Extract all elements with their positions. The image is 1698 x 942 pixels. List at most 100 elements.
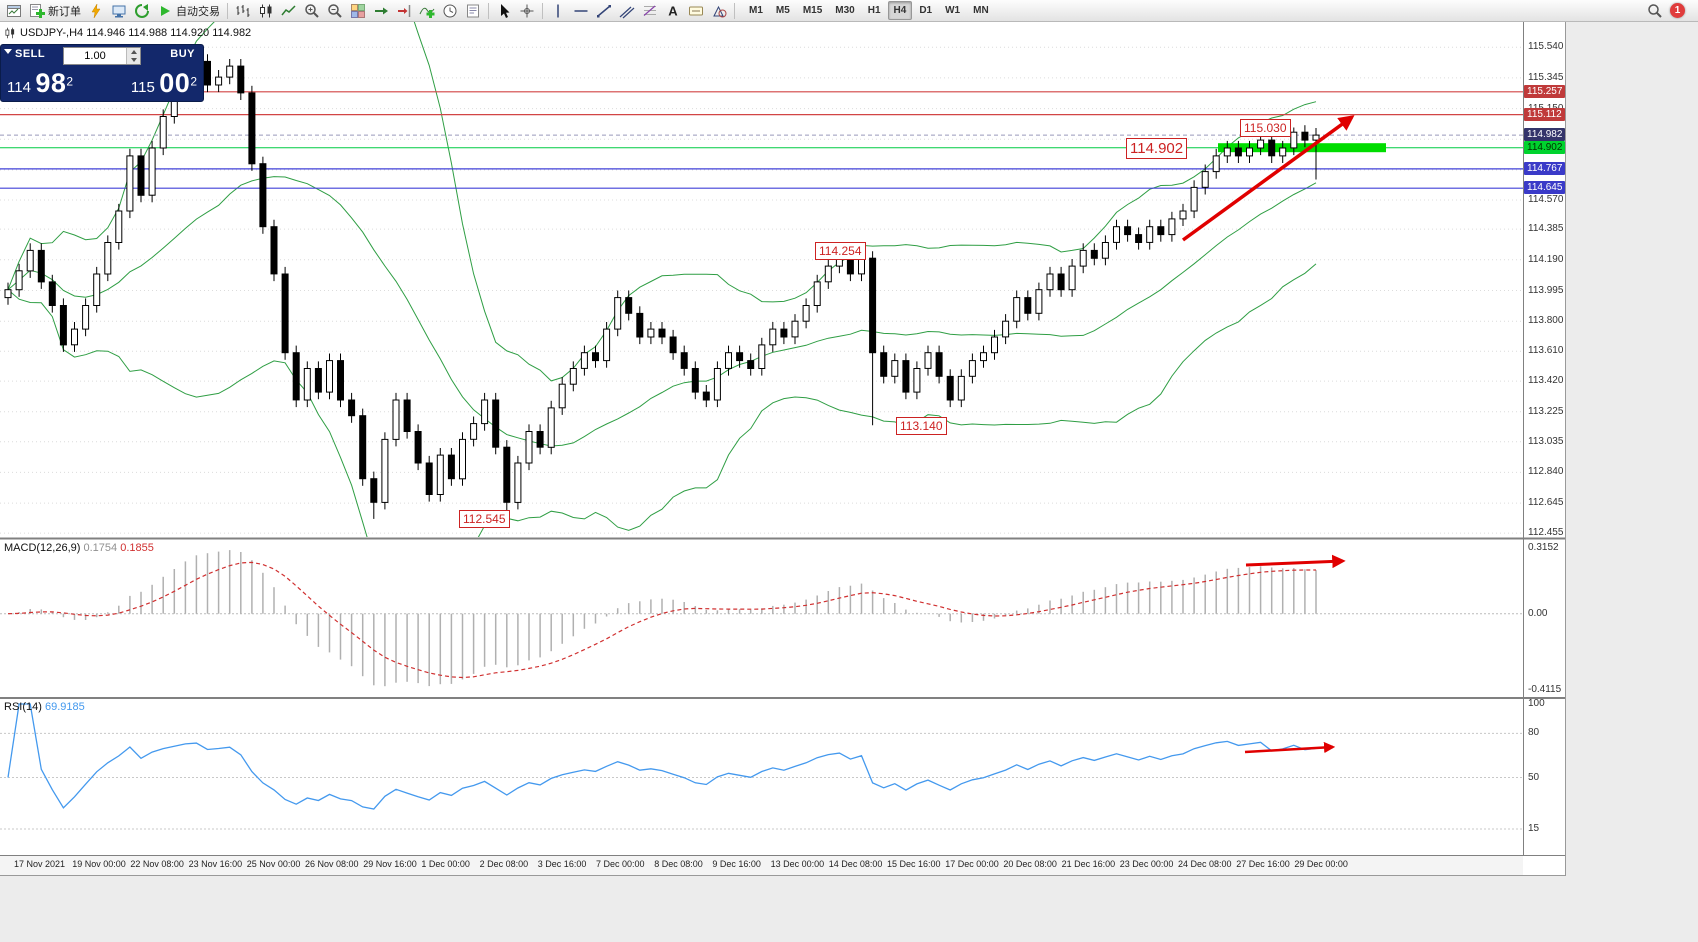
buy-price: 115 002 <box>130 68 197 98</box>
channel-icon[interactable] <box>616 1 638 20</box>
volume-up-button[interactable] <box>127 48 140 56</box>
timeframe-d1[interactable]: D1 <box>919 5 933 16</box>
time-label: 13 Dec 00:00 <box>770 859 825 869</box>
price-tick: 114.570 <box>1528 193 1564 205</box>
fibonacci-icon[interactable] <box>639 1 661 20</box>
tile-windows-icon[interactable] <box>347 1 369 20</box>
time-label: 20 Dec 08:00 <box>1003 859 1057 869</box>
timeframe-m5[interactable]: M5 <box>775 5 790 16</box>
macd-axis-max: 0.3152 <box>1528 542 1559 553</box>
zoom-out-button[interactable] <box>324 1 346 20</box>
notification-badge[interactable]: 1 <box>1670 3 1685 18</box>
line-chart-mode-icon[interactable] <box>278 1 300 20</box>
time-label: 3 Dec 16:00 <box>537 859 587 869</box>
trade-panel-menu-icon[interactable] <box>4 49 12 54</box>
price-tick: 113.995 <box>1528 284 1564 296</box>
time-label: 15 Dec 16:00 <box>887 859 941 869</box>
time-label: 24 Dec 08:00 <box>1178 859 1232 869</box>
vertical-line-icon[interactable] <box>547 1 569 20</box>
svg-text:A: A <box>668 3 678 18</box>
time-label: 26 Nov 08:00 <box>305 859 359 869</box>
expert-advisors-icon[interactable] <box>85 1 107 20</box>
macd-main-value: 0.1754 <box>83 542 118 554</box>
toolbar-separator <box>227 2 228 19</box>
shapes-icon[interactable] <box>708 1 730 20</box>
timeframe-mn[interactable]: MN <box>973 5 989 16</box>
price-badge: 115.112 <box>1524 107 1565 121</box>
zoom-in-button[interactable] <box>301 1 323 20</box>
time-label: 23 Dec 00:00 <box>1119 859 1174 869</box>
chart-shift-icon[interactable] <box>393 1 415 20</box>
time-label: 7 Dec 00:00 <box>596 859 645 869</box>
time-label: 2 Dec 08:00 <box>479 859 529 869</box>
sell-button[interactable]: SELL 114 982 <box>1 45 101 101</box>
candle-chart-mode-icon[interactable] <box>255 1 277 20</box>
timeframe-m30[interactable]: M30 <box>835 5 855 16</box>
toolbar-separator <box>488 2 489 19</box>
current-price-badge: 114.982 <box>1524 128 1566 142</box>
price-tick: 113.035 <box>1528 435 1564 447</box>
bar-chart-mode-icon[interactable] <box>232 1 254 20</box>
time-label: 17 Nov 2021 <box>14 859 66 869</box>
terminal-icon[interactable] <box>108 1 130 20</box>
price-axis[interactable]: 115.540115.345115.150114.955114.760114.5… <box>1524 22 1566 856</box>
one-click-trading-panel: SELL 114 982 BUY 115 002 <box>0 44 204 102</box>
time-label: 8 Dec 08:00 <box>654 859 703 869</box>
volume-control <box>63 47 141 65</box>
price-tick: 112.455 <box>1528 527 1564 539</box>
time-label: 23 Nov 16:00 <box>188 859 243 869</box>
chart-window: USDJPY-,H4 114.946 114.988 114.920 114.9… <box>0 22 1566 876</box>
buy-label: BUY <box>170 48 195 60</box>
time-label: 29 Nov 16:00 <box>363 859 417 869</box>
rsi-axis-label: 50 <box>1528 771 1540 783</box>
time-label: 9 Dec 16:00 <box>712 859 761 869</box>
auto-scroll-icon[interactable] <box>370 1 392 20</box>
indicators-icon[interactable] <box>416 1 438 20</box>
new-order-button[interactable]: 新订单 <box>26 1 84 20</box>
price-tick: 115.540 <box>1528 41 1564 53</box>
sell-price: 114 982 <box>7 68 74 98</box>
price-chart[interactable] <box>0 22 1565 856</box>
timeframe-h1[interactable]: H1 <box>867 5 881 16</box>
price-badge: 115.257 <box>1524 84 1566 98</box>
volume-input[interactable] <box>64 48 126 64</box>
price-tick: 112.840 <box>1528 466 1564 478</box>
timeframe-w1[interactable]: W1 <box>945 5 961 16</box>
charts-window-icon[interactable] <box>3 1 25 20</box>
price-badge: 114.767 <box>1524 161 1566 175</box>
crosshair-icon[interactable] <box>516 1 538 20</box>
new-order-icon <box>30 3 45 18</box>
time-label: 1 Dec 00:00 <box>421 859 470 869</box>
cursor-icon[interactable] <box>493 1 515 20</box>
search-icon[interactable] <box>1647 3 1663 19</box>
timeframe-m15[interactable]: M15 <box>802 5 823 16</box>
chart-ohlc-header: USDJPY-,H4 114.946 114.988 114.920 114.9… <box>4 27 251 39</box>
autotrading-play-icon <box>161 5 170 16</box>
price-tick: 112.645 <box>1528 497 1564 509</box>
rsi-axis-label: 100 <box>1528 698 1545 709</box>
refresh-icon[interactable] <box>131 1 153 20</box>
text-icon[interactable]: A <box>662 1 684 20</box>
autotrading-button[interactable]: 自动交易 <box>154 1 223 20</box>
timeframe-h4[interactable]: H4 <box>887 1 913 20</box>
time-label: 19 Nov 00:00 <box>72 859 126 869</box>
timeframe-m1[interactable]: M1 <box>749 5 763 16</box>
time-label: 27 Dec 16:00 <box>1236 859 1290 869</box>
time-axis[interactable]: 17 Nov 2021 19 Nov 00:00 22 Nov 08:00 23 No… <box>0 856 1523 875</box>
periods-icon[interactable] <box>439 1 461 20</box>
volume-down-button[interactable] <box>127 56 140 64</box>
horizontal-line-icon[interactable] <box>570 1 592 20</box>
time-label: 17 Dec 00:00 <box>945 859 999 869</box>
rsi-axis-label: 15 <box>1528 822 1540 834</box>
time-label: 21 Dec 16:00 <box>1061 859 1116 869</box>
templates-icon[interactable] <box>462 1 484 20</box>
price-tick: 115.345 <box>1528 71 1564 83</box>
price-tick: 113.610 <box>1528 345 1564 357</box>
rsi-value: 69.9185 <box>44 701 85 713</box>
macd-axis-zero: 0.00 <box>1528 607 1548 619</box>
price-tick: 113.800 <box>1528 315 1564 327</box>
label-icon[interactable] <box>685 1 707 20</box>
volume-steppers <box>126 48 140 64</box>
buy-button[interactable]: BUY 115 002 <box>103 45 203 101</box>
trendline-icon[interactable] <box>593 1 615 20</box>
